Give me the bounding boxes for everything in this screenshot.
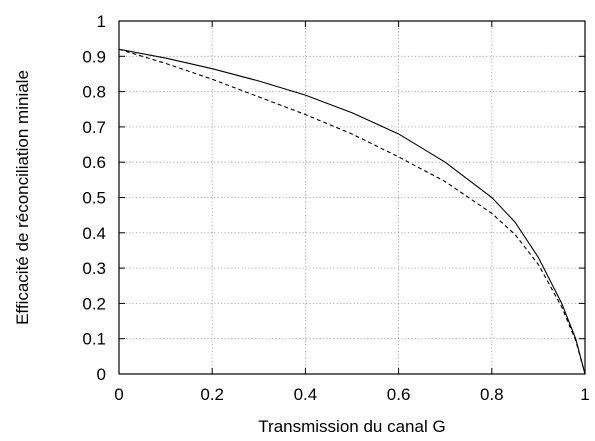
solid-series-line xyxy=(118,48,586,375)
y-tick-labels: 0 0.1 0.2 0.3 0.4 0.5 0.6 0.7 0.8 0.9 1 xyxy=(82,12,106,384)
x-tick-label: 0.4 xyxy=(294,385,318,404)
x-tick-label: 0 xyxy=(114,385,123,404)
x-tick-label: 1 xyxy=(580,385,589,404)
y-tick-label: 0.7 xyxy=(82,118,106,137)
y-tick-label: 0.3 xyxy=(82,259,106,278)
y-tick-label: 1 xyxy=(97,12,106,31)
plot-frame xyxy=(118,20,586,375)
y-tick-label: 0.5 xyxy=(82,189,106,208)
y-tick-label: 0.6 xyxy=(82,153,106,172)
axis-ticks xyxy=(118,20,586,375)
x-tick-label: 0.2 xyxy=(200,385,224,404)
series-group xyxy=(118,48,586,375)
x-axis-label: Transmission du canal G xyxy=(258,417,445,436)
y-tick-label: 0 xyxy=(97,365,106,384)
y-tick-label: 0.2 xyxy=(82,294,106,313)
x-tick-labels: 0 0.2 0.4 0.6 0.8 1 xyxy=(114,385,589,404)
grid xyxy=(119,21,585,374)
x-tick-label: 0.6 xyxy=(387,385,411,404)
y-tick-label: 0.9 xyxy=(82,47,106,66)
x-tick-label: 0.8 xyxy=(480,385,504,404)
y-tick-label: 0.1 xyxy=(82,330,106,349)
y-tick-label: 0.4 xyxy=(82,224,106,243)
dashed-series-line xyxy=(118,48,586,375)
y-axis-label: Efficacité de réconciliation miniale xyxy=(13,70,32,325)
y-tick-label: 0.8 xyxy=(82,83,106,102)
